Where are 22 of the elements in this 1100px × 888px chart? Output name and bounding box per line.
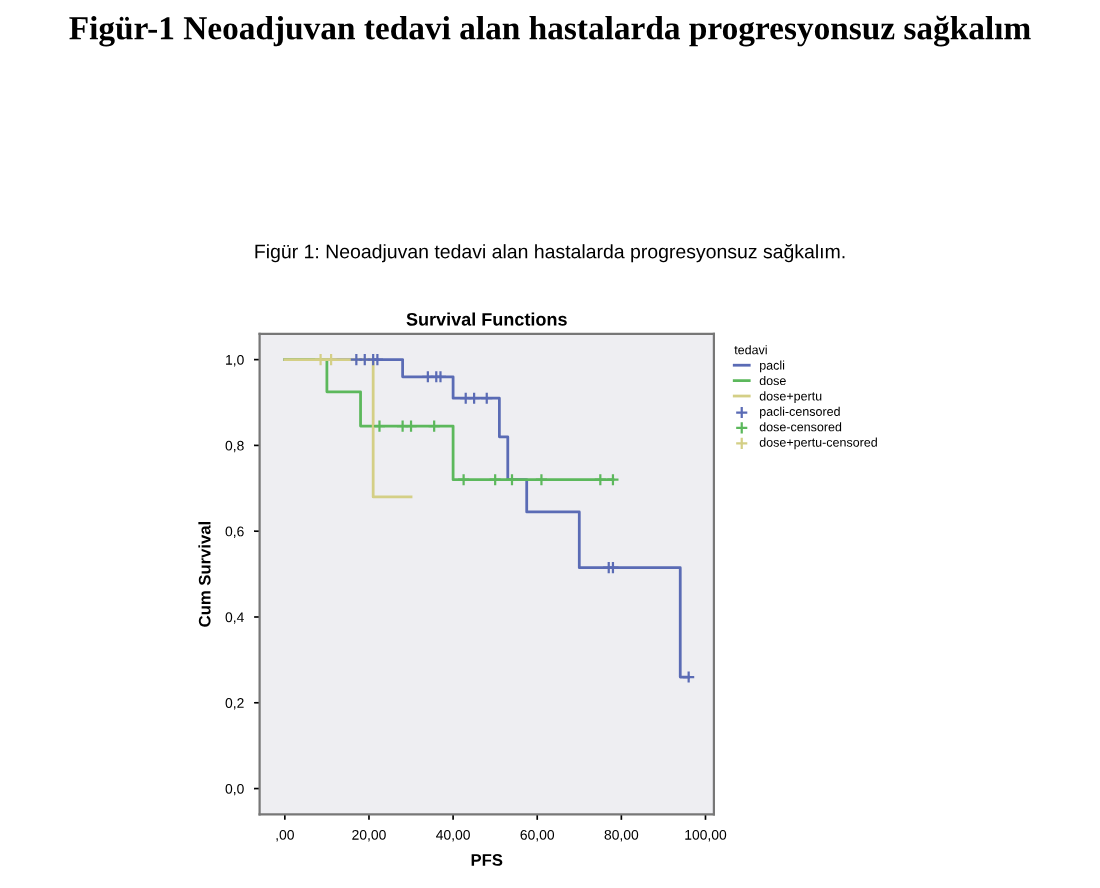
point [467, 391, 481, 405]
point [358, 352, 372, 367]
text: Figür 1: Neoadjuvan tedavi alan hastalarda progresyonsuz sağkalım. [255, 243, 845, 263]
point [480, 391, 494, 405]
point [456, 473, 471, 487]
point [593, 473, 607, 487]
point [313, 352, 328, 367]
point [488, 473, 502, 487]
chart-title: Survival Functions [406, 312, 567, 326]
point [395, 419, 410, 433]
point [404, 419, 418, 433]
point [324, 352, 338, 367]
point [505, 473, 519, 487]
point [349, 352, 364, 367]
point [534, 473, 549, 487]
point [459, 391, 473, 405]
x-axis-title: PFS [471, 854, 503, 866]
y-axis-title: Cum Survival [198, 522, 211, 627]
point [427, 419, 441, 433]
text: Figür-1 Neoadjuvan tedavi alan hastalarda progresyonsuz sağkalım [69, 15, 1031, 47]
point [372, 419, 387, 433]
point [421, 370, 435, 384]
